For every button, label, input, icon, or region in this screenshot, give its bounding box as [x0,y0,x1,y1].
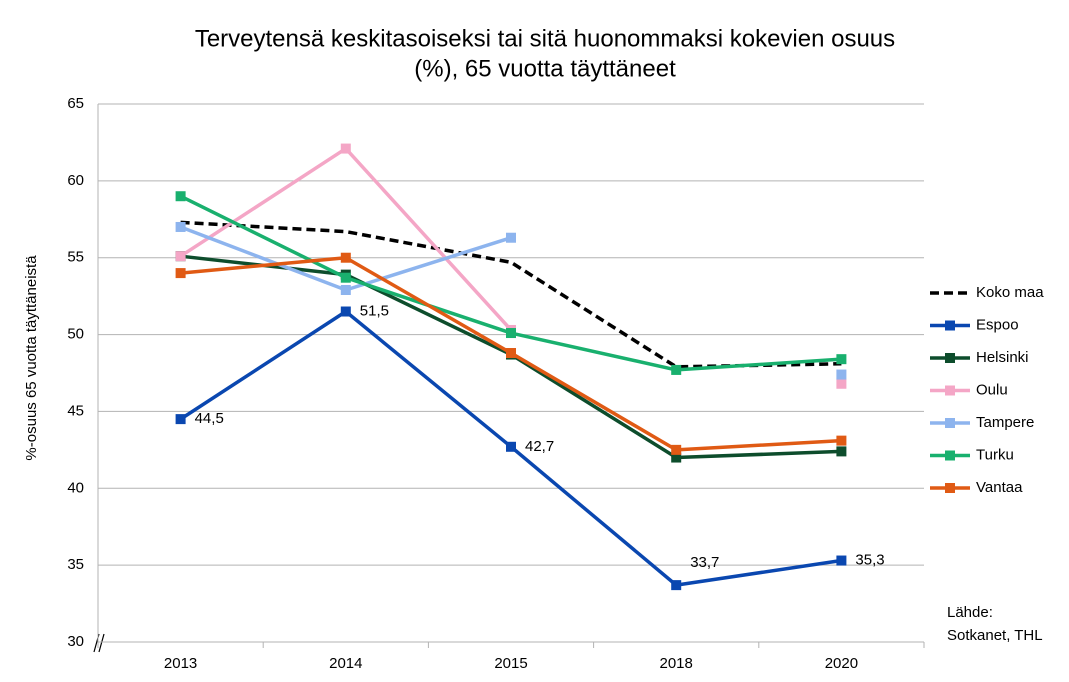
marker [836,446,846,456]
marker [506,442,516,452]
marker [176,222,186,232]
marker [671,580,681,590]
chart-title: (%), 65 vuotta täyttäneet [414,55,676,82]
y-tick-label: 45 [67,402,84,419]
y-axis-label: %-osuus 65 vuotta täyttäneistä [23,255,40,461]
x-tick-label: 2020 [825,655,858,672]
legend-label: Espoo [976,316,1019,333]
marker [836,556,846,566]
marker [176,191,186,201]
marker [671,445,681,455]
y-tick-label: 30 [67,633,84,650]
marker [836,436,846,446]
legend-label: Tampere [976,414,1034,431]
chart: Terveytensä keskitasoiseksi tai sitä huo… [0,0,1069,682]
y-tick-label: 60 [67,172,84,189]
marker [176,251,186,261]
marker [506,328,516,338]
data-label: 44,5 [195,410,224,427]
source: Lähde: [947,604,993,621]
legend-marker [945,353,955,363]
legend-marker [945,386,955,396]
legend-label: Helsinki [976,349,1029,366]
y-tick-label: 55 [67,249,84,266]
legend-label: Vantaa [976,479,1023,496]
marker [341,307,351,317]
source: Sotkanet, THL [947,627,1043,644]
marker [176,268,186,278]
data-label: 51,5 [360,302,389,319]
marker [836,354,846,364]
marker [341,285,351,295]
x-tick-label: 2013 [164,655,197,672]
chart-title: Terveytensä keskitasoiseksi tai sitä huo… [195,25,895,52]
legend-label: Koko maa [976,284,1044,301]
data-label: 33,7 [690,554,719,571]
legend-label: Oulu [976,381,1008,398]
x-tick-label: 2015 [494,655,527,672]
y-tick-label: 40 [67,479,84,496]
data-label: 35,3 [855,552,884,569]
y-tick-label: 35 [67,556,84,573]
legend-marker [945,321,955,331]
legend-label: Turku [976,446,1014,463]
marker [836,370,846,380]
legend-marker [945,483,955,493]
y-tick-label: 50 [67,326,84,343]
x-tick-label: 2018 [660,655,693,672]
marker [341,253,351,263]
data-label: 42,7 [525,438,554,455]
marker [341,144,351,154]
marker [671,365,681,375]
marker [506,233,516,243]
marker [341,273,351,283]
background [0,0,1069,682]
marker [176,414,186,424]
marker [836,379,846,389]
marker [506,348,516,358]
y-tick-label: 65 [67,95,84,112]
x-tick-label: 2014 [329,655,362,672]
legend-marker [945,418,955,428]
legend-marker [945,451,955,461]
